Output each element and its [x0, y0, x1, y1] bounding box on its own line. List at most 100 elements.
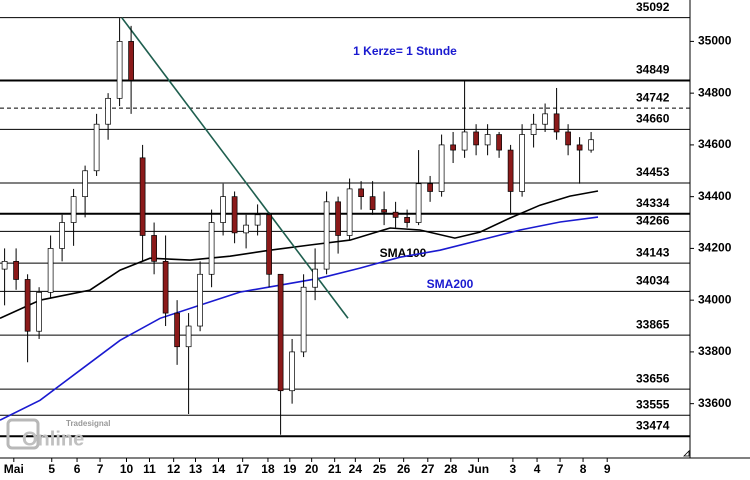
candle-body — [197, 273, 203, 327]
candle-body — [438, 144, 445, 192]
candle-body — [473, 131, 479, 146]
x-tick-label: 4 — [534, 462, 541, 476]
level-label: 33865 — [636, 317, 670, 331]
corner-arrow — [683, 450, 690, 457]
candle-body — [13, 260, 19, 280]
candle-body — [323, 201, 330, 270]
x-tick-label: 20 — [305, 462, 319, 476]
x-tick-label: 10 — [120, 462, 134, 476]
candle-body — [185, 325, 192, 348]
candle-body — [151, 235, 157, 262]
candle-body — [576, 144, 583, 151]
x-tick-label: 7 — [97, 462, 104, 476]
x-tick-label: 8 — [580, 462, 587, 476]
candle-body — [312, 268, 318, 288]
y-tick-label: 34000 — [698, 292, 732, 306]
candle-body — [266, 214, 272, 275]
y-tick-label: 34400 — [698, 189, 732, 203]
annotation: 1 Kerze= 1 Stunde — [353, 44, 457, 58]
y-tick-label: 33600 — [698, 396, 732, 410]
y-tick-label: 34200 — [698, 241, 732, 255]
x-tick-label: 17 — [236, 462, 250, 476]
candle-body — [542, 113, 548, 125]
x-tick-label: 14 — [212, 462, 226, 476]
candle-body — [70, 196, 77, 223]
x-tick-label: 18 — [261, 462, 275, 476]
candle-body — [174, 312, 180, 348]
candle-body — [519, 134, 525, 192]
logo-box — [6, 418, 40, 450]
candle-body — [588, 139, 594, 151]
level-label: 34742 — [636, 90, 670, 104]
candle-body — [116, 41, 123, 99]
level-label: 34849 — [636, 63, 670, 77]
candle-body — [24, 279, 31, 332]
candle-body — [565, 131, 571, 146]
line-series — [0, 190, 599, 320]
candle-body — [415, 183, 422, 223]
candle-body — [300, 286, 307, 353]
x-tick-label: 19 — [283, 462, 297, 476]
x-tick-label: 27 — [421, 462, 435, 476]
level-label: 33474 — [636, 418, 670, 432]
candle-body — [93, 123, 100, 172]
x-tick-label: 7 — [557, 462, 564, 476]
level-label: 34143 — [636, 245, 670, 259]
candle-body — [461, 131, 468, 151]
candle-body — [47, 248, 54, 293]
level-label: 34266 — [636, 214, 670, 228]
candle-body — [59, 222, 65, 249]
candle-body — [392, 211, 399, 218]
candle-body — [346, 188, 353, 236]
level-label: 34453 — [636, 165, 670, 179]
level-label: 34334 — [636, 196, 670, 210]
candle-body — [105, 97, 111, 125]
x-tick-label: Mai — [4, 462, 24, 476]
level-label: 34034 — [636, 274, 670, 288]
series-label: SMA200 — [427, 277, 474, 291]
level-label: 34660 — [636, 112, 670, 126]
x-tick-label: 21 — [328, 462, 342, 476]
x-tick-label: 9 — [604, 462, 611, 476]
x-tick-label: Jun — [468, 462, 489, 476]
candle-body — [254, 214, 261, 226]
candle-body — [404, 217, 410, 223]
trendline — [121, 17, 349, 319]
logo-small: Tradesignal — [66, 419, 110, 428]
candle-body — [139, 157, 146, 236]
x-tick-label: 28 — [444, 462, 458, 476]
level-label: 35092 — [636, 0, 670, 14]
candle-body — [484, 134, 491, 146]
y-tick-label: 33800 — [698, 344, 732, 358]
candle-body — [36, 292, 42, 332]
y-tick-label: 35000 — [698, 34, 732, 48]
candle-body — [277, 273, 284, 392]
x-tick-label: 25 — [373, 462, 387, 476]
candle-body — [162, 260, 169, 314]
candle-body — [496, 134, 502, 151]
x-tick-label: 6 — [74, 462, 81, 476]
series-label: SMA100 — [380, 246, 427, 260]
candle-body — [553, 113, 560, 133]
candle-body — [82, 170, 88, 198]
y-tick-label: 34800 — [698, 85, 732, 99]
candle-body — [231, 196, 238, 234]
candle-body — [427, 183, 433, 192]
x-tick-label: 24 — [349, 462, 363, 476]
candle-body — [381, 209, 387, 213]
candle-body — [243, 224, 249, 234]
candle-body — [530, 123, 537, 135]
candle-body — [369, 196, 376, 210]
logo-big: Online — [22, 428, 84, 450]
candle-body — [335, 201, 341, 236]
level-label: 33555 — [636, 397, 670, 411]
x-tick-label: 3 — [510, 462, 517, 476]
candle-body — [358, 188, 364, 198]
watermark: Tradesignal Online — [6, 418, 110, 450]
x-tick-label: 11 — [143, 462, 156, 476]
level-label: 33656 — [636, 371, 670, 385]
candle-body — [289, 351, 295, 392]
y-tick-label: 34600 — [698, 137, 732, 151]
candle-body — [1, 260, 8, 270]
